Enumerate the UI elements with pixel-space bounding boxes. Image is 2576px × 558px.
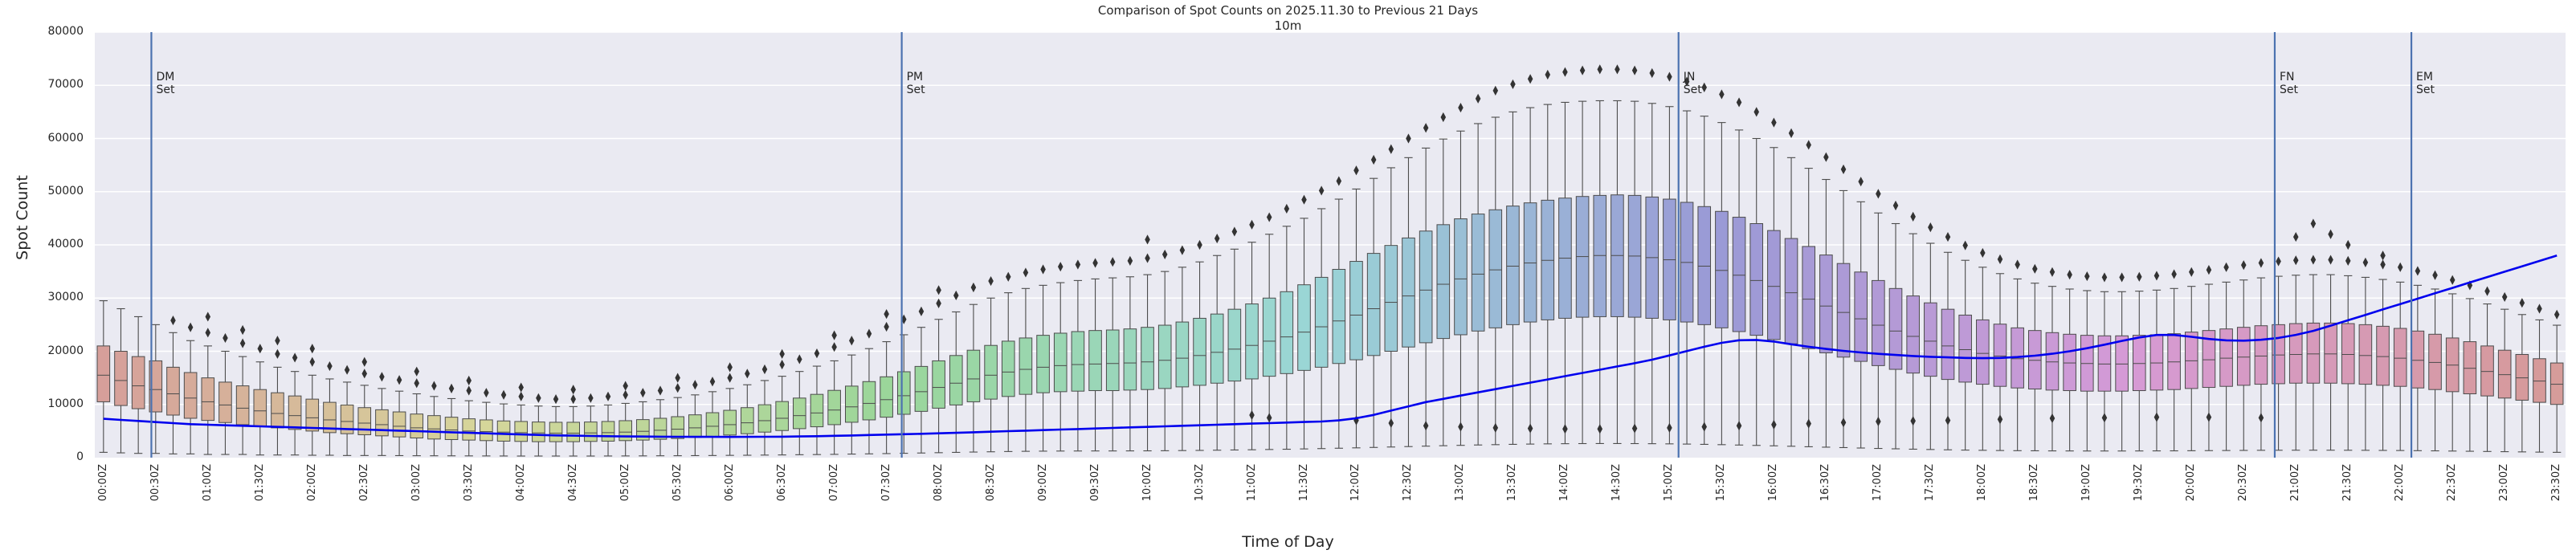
y-tick-label: 10000: [47, 397, 84, 410]
x-tick-label: 21:30Z: [2341, 464, 2354, 502]
x-tick-label: 15:00Z: [1663, 464, 1676, 502]
x-tick-label: 01:00Z: [201, 464, 214, 502]
x-tick-label: 07:00Z: [827, 464, 840, 502]
y-tick-label: 60000: [47, 131, 84, 145]
x-tick-label: 04:30Z: [566, 464, 579, 502]
y-tick-label: 50000: [47, 184, 84, 198]
annotation-label: FN Set: [2279, 71, 2298, 96]
x-tick-label: 17:30Z: [1924, 464, 1937, 502]
y-tick-label: 30000: [47, 291, 84, 304]
x-tick-label: 12:00Z: [1349, 464, 1362, 502]
x-tick-label: 16:30Z: [1819, 464, 1832, 502]
x-tick-label: 06:30Z: [775, 464, 788, 502]
box-group: [96, 64, 2564, 457]
today-line: [103, 255, 2558, 438]
annotation-label: DM Set: [156, 71, 175, 96]
x-tick-label: 21:00Z: [2289, 464, 2302, 502]
y-tick-label: 70000: [47, 78, 84, 92]
x-tick-label: 15:30Z: [1715, 464, 1728, 502]
x-tick-label: 09:30Z: [1088, 464, 1101, 502]
y-tick-label: 80000: [47, 25, 84, 38]
annotation-label: JN Set: [1683, 71, 1702, 96]
x-tick-label: 19:00Z: [2080, 464, 2093, 502]
x-tick-label: 11:30Z: [1297, 464, 1310, 502]
x-tick-label: 00:30Z: [149, 464, 161, 502]
annotation-label: PM Set: [906, 71, 925, 96]
x-axis-label: Time of Day: [1242, 533, 1334, 551]
y-tick-label: 40000: [47, 238, 84, 250]
plot-area[interactable]: [95, 32, 2566, 458]
x-tick-label: 12:30Z: [1402, 464, 1415, 502]
boxplot-canvas: [95, 32, 2566, 458]
x-tick-label: 14:30Z: [1611, 464, 1623, 502]
y-axis-label: Spot Count: [14, 175, 31, 260]
x-tick-label: 09:00Z: [1036, 464, 1049, 502]
x-tick-label: 13:00Z: [1454, 464, 1467, 502]
x-tick-label: 07:30Z: [880, 464, 892, 502]
x-tick-label: 22:00Z: [2394, 464, 2407, 502]
x-tick-label: 23:30Z: [2550, 464, 2563, 502]
x-tick-label: 00:00Z: [96, 464, 109, 502]
y-tick-label: 0: [76, 450, 84, 463]
x-tick-label: 18:30Z: [2028, 464, 2041, 502]
x-tick-label: 05:30Z: [671, 464, 684, 502]
x-tick-label: 17:00Z: [1872, 464, 1884, 502]
x-tick-label: 03:00Z: [410, 464, 423, 502]
chart-title: Comparison of Spot Counts on 2025.11.30 …: [0, 3, 2576, 34]
x-tick-label: 02:00Z: [305, 464, 318, 502]
x-tick-label: 08:30Z: [984, 464, 997, 502]
x-tick-label: 11:00Z: [1245, 464, 1258, 502]
x-tick-label: 05:00Z: [618, 464, 631, 502]
x-tick-label: 20:00Z: [2185, 464, 2198, 502]
x-tick-label: 10:30Z: [1193, 464, 1206, 502]
x-tick-label: 13:30Z: [1506, 464, 1519, 502]
x-tick-label: 04:00Z: [514, 464, 527, 502]
x-tick-label: 23:00Z: [2498, 464, 2511, 502]
x-tick-label: 10:00Z: [1141, 464, 1153, 502]
x-tick-label: 14:00Z: [1558, 464, 1571, 502]
x-tick-label: 16:00Z: [1767, 464, 1780, 502]
chart-title-main: Comparison of Spot Counts on 2025.11.30 …: [1097, 3, 1479, 18]
x-tick-label: 22:30Z: [2446, 464, 2459, 502]
x-tick-label: 19:30Z: [2133, 464, 2145, 502]
x-tick-label: 18:00Z: [1976, 464, 1989, 502]
chart-subtitle: 10m: [1274, 18, 1302, 33]
x-tick-label: 20:30Z: [2237, 464, 2250, 502]
x-tick-label: 01:30Z: [253, 464, 266, 502]
x-tick-label: 03:30Z: [462, 464, 475, 502]
x-tick-label: 08:00Z: [932, 464, 945, 502]
y-tick-label: 20000: [47, 344, 84, 357]
annotation-label: EM Set: [2416, 71, 2435, 96]
x-tick-label: 02:30Z: [357, 464, 370, 502]
x-tick-label: 06:00Z: [723, 464, 736, 502]
